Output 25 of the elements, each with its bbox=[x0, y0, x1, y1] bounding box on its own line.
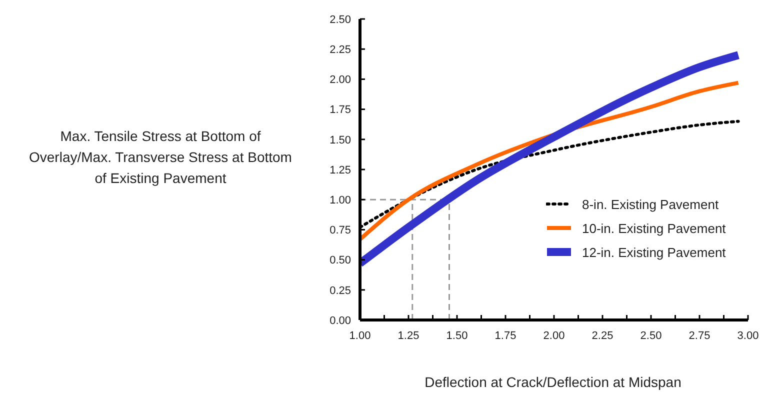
x-axis-title: Deflection at Crack/Deflection at Midspan bbox=[424, 373, 682, 392]
y-tick-label: 0.75 bbox=[330, 224, 351, 237]
x-tick-label: 2.00 bbox=[543, 330, 565, 342]
x-tick-label: 2.75 bbox=[688, 330, 710, 342]
legend-label: 8-in. Existing Pavement bbox=[582, 196, 719, 212]
y-tick-label: 0.50 bbox=[330, 254, 351, 267]
x-tick-label: 2.50 bbox=[640, 330, 662, 342]
y-tick-label: 1.50 bbox=[330, 134, 351, 146]
y-tick-label: 0.25 bbox=[330, 284, 351, 297]
x-tick-label: 3.00 bbox=[737, 330, 759, 342]
x-tick-label: 1.75 bbox=[494, 330, 516, 342]
y-tick-label: 0.00 bbox=[330, 314, 351, 327]
legend-label: 12-in. Existing Pavement bbox=[582, 244, 726, 260]
y-tick-label: 2.50 bbox=[330, 14, 351, 26]
y-axis-title: Max. Tensile Stress at Bottom of Overlay/Max. Transverse Stress at Bottom of Existing Pavement bbox=[28, 127, 293, 188]
y-tick-label: 1.00 bbox=[330, 194, 351, 207]
y-tick-label: 2.25 bbox=[330, 44, 351, 56]
x-tick-label: 1.00 bbox=[349, 330, 371, 342]
y-tick-label: 1.25 bbox=[330, 164, 351, 176]
legend-label: 10-in. Existing Pavement bbox=[582, 220, 726, 236]
x-tick-label: 1.50 bbox=[446, 330, 468, 342]
y-tick-label: 1.75 bbox=[330, 104, 351, 116]
x-tick-label: 2.25 bbox=[592, 330, 614, 342]
x-tick-label: 1.25 bbox=[398, 330, 420, 342]
y-tick-label: 2.00 bbox=[330, 74, 351, 86]
